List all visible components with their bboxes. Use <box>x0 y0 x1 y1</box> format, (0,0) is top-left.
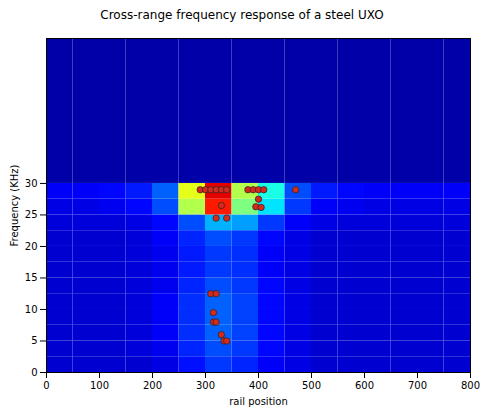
svg-text:800: 800 <box>461 380 480 391</box>
svg-text:700: 700 <box>408 380 427 391</box>
svg-text:rail position: rail position <box>229 396 288 407</box>
svg-text:200: 200 <box>143 380 162 391</box>
svg-text:Frequency (KHz): Frequency (KHz) <box>9 164 20 246</box>
svg-text:500: 500 <box>302 380 321 391</box>
svg-text:20: 20 <box>25 241 38 252</box>
svg-text:0: 0 <box>43 380 49 391</box>
svg-text:400: 400 <box>249 380 268 391</box>
svg-text:100: 100 <box>90 380 109 391</box>
svg-text:10: 10 <box>25 304 38 315</box>
svg-text:30: 30 <box>25 178 38 189</box>
svg-text:15: 15 <box>25 272 38 283</box>
svg-text:5: 5 <box>31 335 37 346</box>
svg-text:25: 25 <box>25 209 38 220</box>
svg-text:300: 300 <box>196 380 215 391</box>
html-text:Cross-range frequency response: Cross-range frequency response of a stee… <box>100 8 384 22</box>
svg-text:0: 0 <box>31 367 37 378</box>
svg-text:600: 600 <box>355 380 374 391</box>
